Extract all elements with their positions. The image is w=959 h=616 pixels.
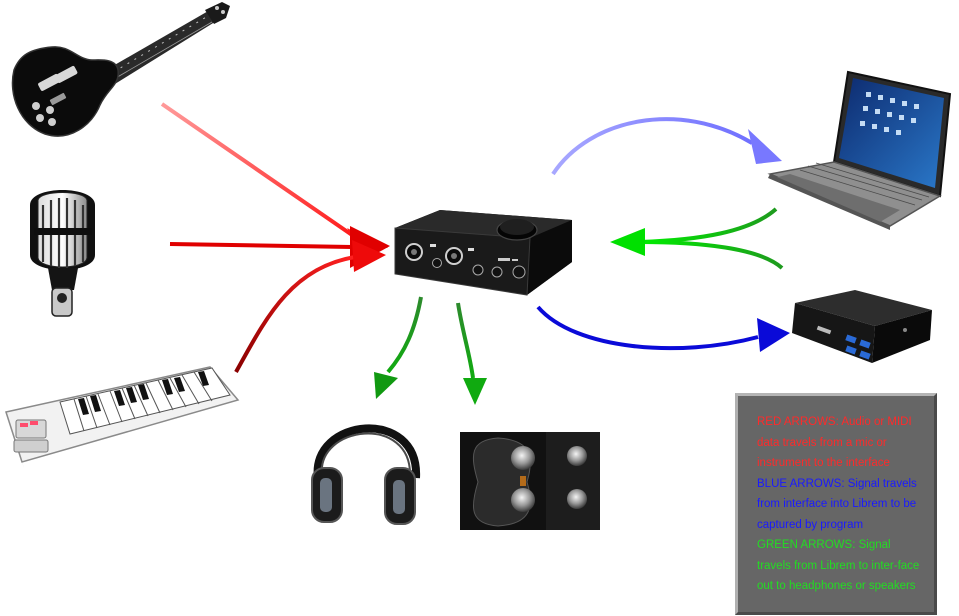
legend-red-text: RED ARROWS: Audio or MIDI data travels f… — [757, 416, 912, 469]
keyboard-icon — [5, 366, 240, 468]
laptop-icon — [767, 70, 952, 230]
guitar-icon — [11, 2, 230, 137]
green-arrow-headphones — [374, 296, 423, 399]
legend-blue-text: BLUE ARROWS: Signal travels from interfa… — [757, 477, 917, 531]
blue-arrow-mini-pc — [536, 305, 790, 352]
headphones-icon — [311, 424, 421, 525]
legend-box: RED ARROWS: Audio or MIDI data travels f… — [735, 393, 937, 615]
mini-pc-icon — [792, 290, 932, 363]
audio-interface-icon — [394, 210, 572, 296]
green-arrow-return — [610, 207, 784, 270]
microphone-icon — [30, 190, 95, 317]
blue-arrow-laptop — [551, 117, 782, 176]
red-arrow-keyboard — [234, 240, 386, 373]
green-arrow-speakers — [456, 302, 487, 405]
red-arrow-guitar — [160, 102, 388, 248]
legend-green-text: GREEN ARROWS: Signal travels from Librem… — [757, 539, 920, 592]
speakers-icon — [460, 432, 600, 530]
